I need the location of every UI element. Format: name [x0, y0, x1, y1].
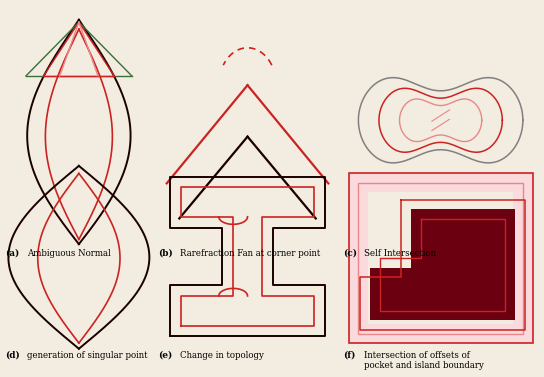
Polygon shape	[370, 209, 515, 320]
Text: (e): (e)	[158, 351, 172, 360]
Text: (c): (c)	[343, 249, 357, 258]
Text: generation of singular point: generation of singular point	[27, 351, 148, 360]
Text: (f): (f)	[343, 351, 355, 360]
Text: Intersection of offsets of
pocket and island boundary: Intersection of offsets of pocket and is…	[364, 351, 484, 370]
Text: (d): (d)	[5, 351, 20, 360]
Bar	[368, 192, 513, 324]
Text: Rarefraction Fan at corner point: Rarefraction Fan at corner point	[180, 249, 320, 258]
Text: Ambiguous Normal: Ambiguous Normal	[27, 249, 111, 258]
Text: (b): (b)	[158, 249, 172, 258]
Text: Self Intersection: Self Intersection	[364, 249, 436, 258]
Text: (a): (a)	[5, 249, 20, 258]
Text: Change in topology: Change in topology	[180, 351, 263, 360]
Bar	[358, 183, 523, 334]
